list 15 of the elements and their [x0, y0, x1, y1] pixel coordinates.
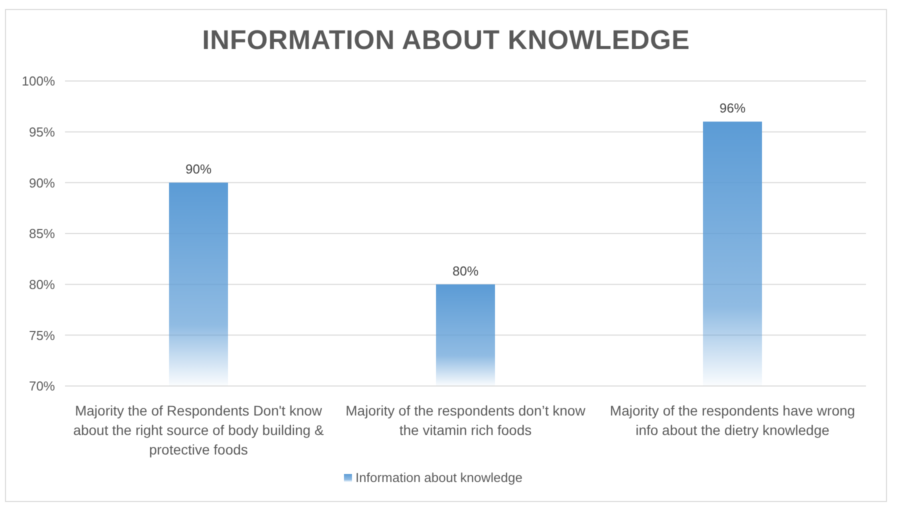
chart-title: INFORMATION ABOUT KNOWLEDGE: [201, 25, 691, 56]
x-tick-label: Majority of the respondents have wrong info about the dietry knowledge: [610, 402, 856, 438]
x-tick-label: Majority of the respondents don’t know the vitamin rich foods: [346, 402, 586, 438]
x-tick-label: Majority the of Respondents Don't know about the right source of body building & protective foods: [73, 402, 324, 458]
y-tick-label: 85%: [28, 226, 56, 242]
y-tick-label: 75%: [28, 328, 56, 343]
y-tick-label: 100%: [22, 74, 56, 89]
y-tick-label: 70%: [28, 378, 56, 394]
y-tick-label: 80%: [28, 276, 56, 292]
legend-label: Information about knowledge: [356, 470, 522, 485]
data-label: 96%: [719, 100, 746, 116]
data-label: 80%: [452, 263, 479, 278]
data-label: 90%: [185, 162, 212, 177]
y-tick-label: 95%: [28, 124, 56, 140]
y-tick-label: 90%: [28, 175, 56, 190]
